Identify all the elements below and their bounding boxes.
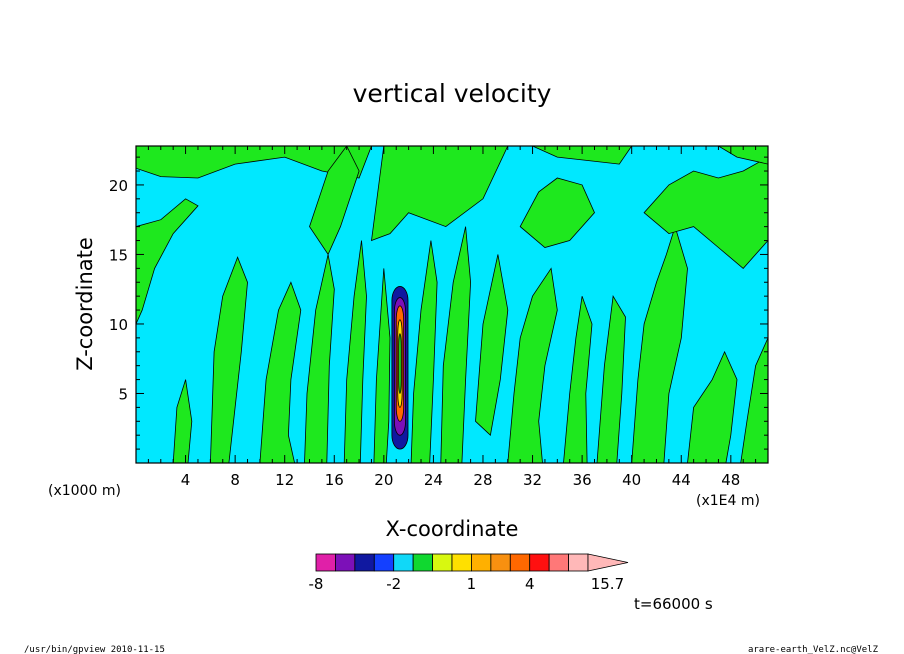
colorbar-tick-label: -2 — [386, 575, 401, 593]
green-region — [309, 146, 360, 256]
green-region — [507, 267, 558, 463]
green-region — [136, 146, 372, 179]
colorbar-tick-label: -8 — [309, 575, 324, 593]
colorbar-swatch — [432, 553, 453, 572]
green-region — [563, 296, 593, 463]
colorbar-extend-arrow — [587, 553, 629, 572]
green-region — [410, 240, 438, 463]
green-region — [259, 281, 302, 463]
x-tick-label: 36 — [573, 471, 592, 489]
colorbar-swatch — [335, 553, 356, 572]
y-tick-label: 10 — [109, 316, 128, 334]
green-region — [519, 177, 595, 248]
colorbar-swatch — [529, 553, 550, 572]
colorbar-tick-label: 15.7 — [591, 575, 624, 593]
colorbar-swatch — [490, 553, 511, 572]
green-region — [343, 240, 367, 463]
chart-title: vertical velocity — [353, 79, 552, 108]
y-axis-label: Z-coordinate — [73, 237, 97, 371]
plot-area — [136, 146, 768, 463]
green-region — [136, 198, 199, 325]
x-tick-label: 4 — [181, 471, 191, 489]
green-region — [373, 268, 391, 463]
footer-left: /usr/bin/gpview 2010-11-15 — [24, 645, 165, 654]
green-region — [371, 146, 509, 242]
x-tick-label: 28 — [473, 471, 492, 489]
colorbar-tick-label: 1 — [467, 575, 477, 593]
colorbar-swatch — [373, 553, 395, 572]
x-tick-label: 20 — [374, 471, 393, 489]
green-region — [596, 294, 626, 463]
x-tick-label: 8 — [230, 471, 240, 489]
x-axis: 4 8 12 16 20 24 28 32 36 40 44 48 — [147, 146, 757, 489]
x-tick-label: 40 — [622, 471, 641, 489]
x-axis-label: X-coordinate — [386, 517, 519, 541]
colorbar-swatch — [315, 553, 336, 572]
green-region — [440, 226, 472, 463]
green-region — [532, 146, 633, 165]
x-tick-label: 24 — [424, 471, 443, 489]
updraft-core-layer — [398, 333, 402, 394]
colorbar-swatch — [548, 553, 569, 572]
colorbar-swatch — [354, 553, 375, 572]
green-region — [740, 337, 768, 463]
colorbar-tick-label: 4 — [525, 575, 535, 593]
time-label: t=66000 s — [634, 595, 713, 613]
green-region — [687, 350, 738, 463]
green-region — [643, 156, 768, 269]
y-tick-label: 20 — [109, 177, 128, 195]
y-unit-label: (x1000 m) — [48, 483, 121, 499]
x-tick-label: 16 — [325, 471, 344, 489]
y-tick-label: 5 — [118, 385, 128, 403]
x-unit-label: (x1E4 m) — [696, 493, 760, 509]
colorbar-swatch — [393, 553, 414, 572]
colorbar-swatch — [471, 553, 492, 572]
x-tick-label: 32 — [523, 471, 542, 489]
x-tick-label: 44 — [672, 471, 691, 489]
colorbar-swatch — [568, 553, 589, 572]
green-region — [304, 254, 335, 463]
positive-velocity-regions — [136, 146, 768, 463]
green-region — [209, 256, 248, 463]
colorbar-swatch — [451, 553, 472, 572]
updraft-core — [391, 286, 409, 450]
colorbar-swatch — [412, 553, 433, 572]
y-tick-label: 15 — [109, 246, 128, 264]
colorbar: -8 -2 1 4 15.7 — [309, 553, 629, 593]
footer-right: arare-earth_VelZ.nc@VelZ — [748, 645, 879, 654]
y-axis: 5 10 15 20 — [109, 156, 768, 450]
colorbar-swatch — [509, 553, 531, 572]
green-region — [172, 379, 193, 463]
green-region — [475, 254, 509, 436]
x-tick-label: 12 — [275, 471, 294, 489]
plot-frame — [135, 145, 769, 464]
x-tick-label: 48 — [721, 471, 740, 489]
